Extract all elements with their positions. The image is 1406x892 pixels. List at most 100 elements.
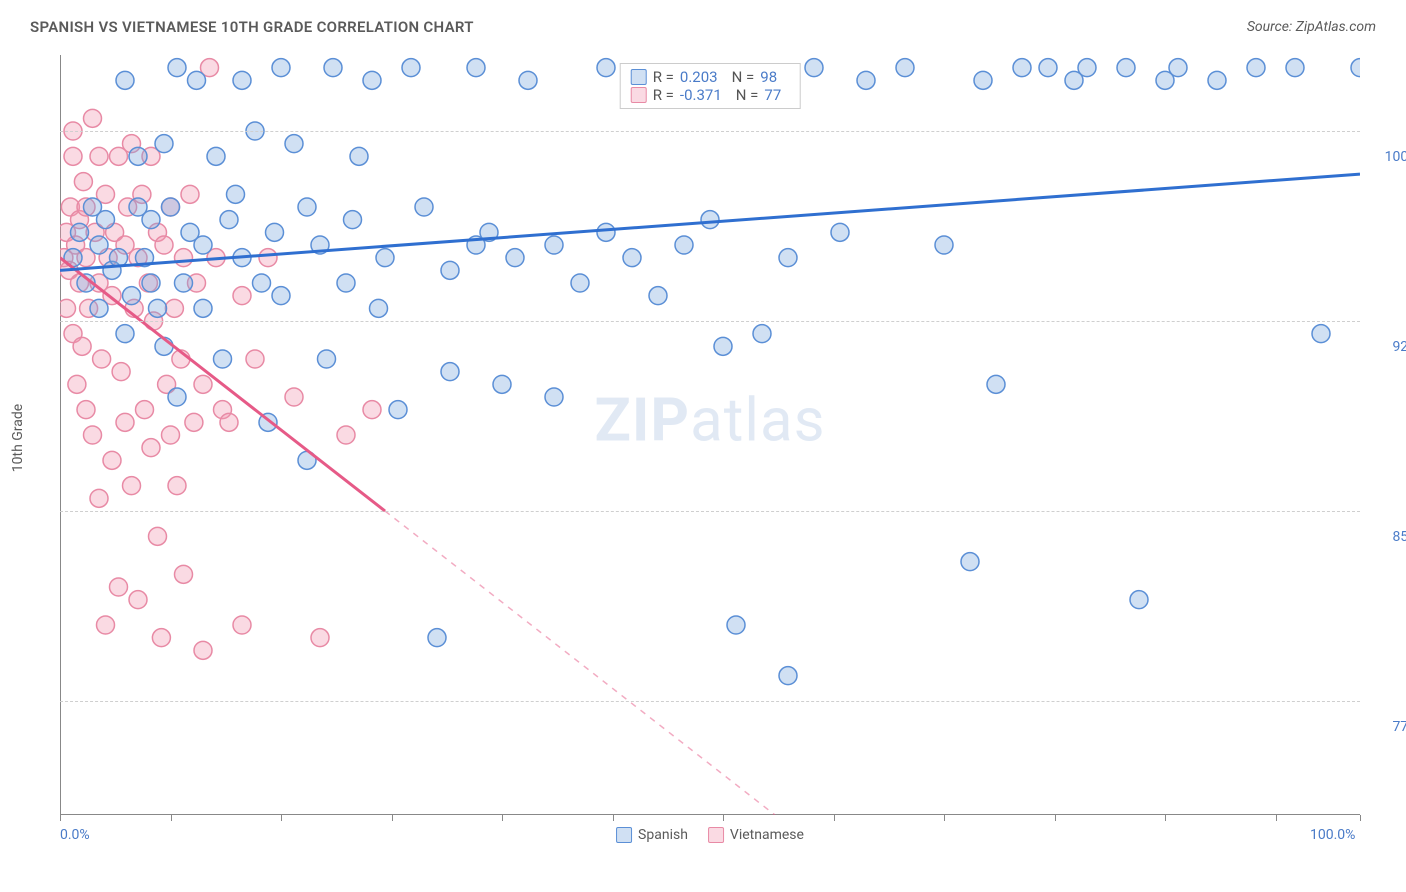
scatter-point bbox=[112, 363, 130, 381]
y-axis-label: 10th Grade bbox=[10, 404, 26, 472]
scatter-point bbox=[363, 71, 381, 89]
scatter-point bbox=[142, 439, 160, 457]
scatter-point bbox=[896, 59, 914, 77]
scatter-point bbox=[402, 59, 420, 77]
x-tick bbox=[171, 815, 172, 821]
stats-n-label: N = bbox=[736, 86, 759, 104]
legend-item-vietnamese: Vietnamese bbox=[708, 827, 804, 843]
scatter-point bbox=[233, 71, 251, 89]
scatter-point bbox=[181, 185, 199, 203]
scatter-point bbox=[194, 236, 212, 254]
x-tick bbox=[1360, 815, 1361, 821]
scatter-point bbox=[571, 274, 589, 292]
chart-title: SPANISH VS VIETNAMESE 10TH GRADE CORRELA… bbox=[30, 18, 474, 36]
y-tick-label: 92.5% bbox=[1392, 339, 1406, 355]
scatter-point bbox=[233, 287, 251, 305]
scatter-point bbox=[285, 388, 303, 406]
scatter-point bbox=[493, 375, 511, 393]
x-tick bbox=[723, 815, 724, 821]
scatter-point bbox=[1130, 591, 1148, 609]
scatter-point bbox=[1013, 59, 1031, 77]
scatter-point bbox=[220, 211, 238, 229]
scatter-point bbox=[152, 629, 170, 647]
scatter-point bbox=[84, 426, 102, 444]
gridline bbox=[60, 131, 1360, 132]
legend-label-vietnamese: Vietnamese bbox=[730, 827, 804, 843]
scatter-point bbox=[74, 173, 92, 191]
stats-r-label: R = bbox=[653, 68, 674, 86]
legend-item-spanish: Spanish bbox=[616, 827, 688, 843]
scatter-point bbox=[701, 211, 719, 229]
scatter-point bbox=[175, 249, 193, 267]
scatter-point bbox=[90, 236, 108, 254]
scatter-point bbox=[73, 337, 91, 355]
scatter-point bbox=[175, 565, 193, 583]
stats-n-spanish: 98 bbox=[760, 68, 777, 86]
scatter-point bbox=[363, 401, 381, 419]
scatter-point bbox=[71, 223, 89, 241]
scatter-point bbox=[285, 135, 303, 153]
scatter-point bbox=[188, 71, 206, 89]
scatter-point bbox=[1312, 325, 1330, 343]
scatter-point bbox=[227, 185, 245, 203]
scatter-point bbox=[337, 274, 355, 292]
scatter-point bbox=[324, 59, 342, 77]
x-tick bbox=[281, 815, 282, 821]
scatter-point bbox=[97, 211, 115, 229]
scatter-point bbox=[168, 59, 186, 77]
stats-swatch-vietnamese bbox=[631, 87, 647, 103]
x-tick-label: 0.0% bbox=[60, 827, 90, 843]
scatter-point bbox=[214, 350, 232, 368]
scatter-point bbox=[116, 413, 134, 431]
x-tick bbox=[1165, 815, 1166, 821]
scatter-point bbox=[93, 350, 111, 368]
scatter-point bbox=[90, 147, 108, 165]
scatter-point bbox=[165, 299, 183, 317]
scatter-point bbox=[1169, 59, 1187, 77]
scatter-point bbox=[155, 236, 173, 254]
scatter-point bbox=[623, 249, 641, 267]
scatter-point bbox=[84, 109, 102, 127]
scatter-point bbox=[649, 287, 667, 305]
x-tick-label: 100.0% bbox=[1310, 827, 1355, 843]
scatter-point bbox=[194, 299, 212, 317]
plot-area: ZIPatlas R = 0.203 N = 98 R = -0.371 N =… bbox=[60, 55, 1360, 815]
legend-swatch-spanish bbox=[616, 827, 632, 843]
scatter-point bbox=[779, 249, 797, 267]
scatter-point bbox=[467, 59, 485, 77]
y-tick-label: 85.0% bbox=[1392, 529, 1406, 545]
legend-swatch-vietnamese bbox=[708, 827, 724, 843]
scatter-point bbox=[129, 147, 147, 165]
legend-bottom: Spanish Vietnamese bbox=[616, 827, 804, 843]
stats-n-vietnamese: 77 bbox=[764, 86, 781, 104]
x-tick bbox=[1055, 815, 1056, 821]
scatter-point bbox=[506, 249, 524, 267]
scatter-point bbox=[318, 350, 336, 368]
stats-r-label: R = bbox=[653, 86, 674, 104]
scatter-point bbox=[428, 629, 446, 647]
scatter-point bbox=[194, 641, 212, 659]
scatter-point bbox=[64, 147, 82, 165]
scatter-point bbox=[110, 249, 128, 267]
scatter-point bbox=[597, 59, 615, 77]
scatter-point bbox=[1078, 59, 1096, 77]
trend-line-extrapolated bbox=[385, 511, 775, 815]
scatter-point bbox=[675, 236, 693, 254]
stats-n-label: N = bbox=[732, 68, 755, 86]
scatter-point bbox=[68, 375, 86, 393]
scatter-point bbox=[389, 401, 407, 419]
scatter-point bbox=[185, 413, 203, 431]
scatter-point bbox=[142, 274, 160, 292]
scatter-point bbox=[110, 578, 128, 596]
scatter-point bbox=[935, 236, 953, 254]
scatter-point bbox=[60, 299, 76, 317]
gridline bbox=[60, 701, 1360, 702]
scatter-point bbox=[350, 147, 368, 165]
scatter-point bbox=[77, 401, 95, 419]
scatter-point bbox=[415, 198, 433, 216]
scatter-point bbox=[1247, 59, 1265, 77]
scatter-point bbox=[168, 388, 186, 406]
scatter-point bbox=[162, 426, 180, 444]
scatter-point bbox=[253, 274, 271, 292]
gridline bbox=[60, 511, 1360, 512]
